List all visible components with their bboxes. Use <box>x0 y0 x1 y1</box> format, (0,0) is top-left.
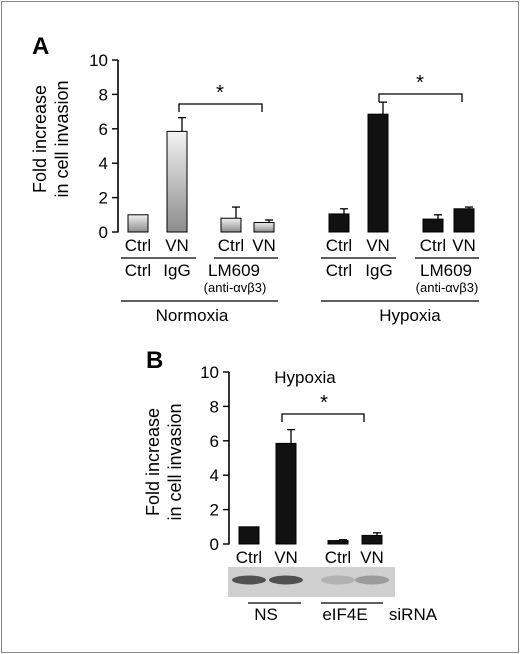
panel-a-category-label-7: Ctrl <box>420 236 446 255</box>
panel-a-condition-hypoxia: Hypoxia <box>379 306 441 325</box>
panel-a-y-tick-label-4: 8 <box>99 85 108 104</box>
panel-a-category-label-8: VN <box>452 236 476 255</box>
panel-a-bar-8 <box>453 208 475 233</box>
panel-b-y-tick-label-0: 0 <box>210 535 219 554</box>
panel-a-bar-5 <box>328 213 350 233</box>
panel-a-bar-1 <box>127 214 149 233</box>
panel-b-y-tick-label-5: 10 <box>200 363 219 382</box>
panel-a-y-tick-label-0: 0 <box>99 223 108 242</box>
blot-band-2 <box>269 575 303 585</box>
panel-b-bar-1 <box>238 526 260 545</box>
panel-a-bar-6 <box>367 113 389 233</box>
panel-b-category-label-1: Ctrl <box>236 548 262 567</box>
panel-b-category-label-3: Ctrl <box>325 548 351 567</box>
panel-a-category-label-3: Ctrl <box>218 236 244 255</box>
panel-a-category-label-6: VN <box>366 236 390 255</box>
panel-a-y-tick-label-1: 2 <box>99 189 108 208</box>
blot-band-1 <box>232 575 266 585</box>
panel-b-ylabel-line1: Fold increase <box>143 408 163 516</box>
panel-a-chart: 0 2 4 6 8 10 Ctrl VN Ctrl VN Ctrl VN Ctrl VN <box>89 51 476 255</box>
panel-a-treatment-3-sub: (anti-αvβ3) <box>204 280 267 295</box>
panel-a-significance-normoxia: * <box>216 82 224 104</box>
panel-a-category-label-5: Ctrl <box>326 236 352 255</box>
panel-a-significance-hypoxia: * <box>416 72 424 94</box>
panel-b-label: B <box>146 347 163 374</box>
panel-b-grouping-lines <box>248 413 383 604</box>
panel-b-y-tick-label-2: 4 <box>210 466 219 485</box>
panel-a-category-label-1: Ctrl <box>125 236 151 255</box>
panel-b-category-label-4: VN <box>360 548 384 567</box>
panel-b-significance: * <box>320 392 328 414</box>
panel-a-y-tick-label-2: 4 <box>99 154 108 173</box>
panel-b-bar-2 <box>275 442 297 545</box>
panel-a-category-label-4: VN <box>252 236 276 255</box>
panel-a-bar-4 <box>253 222 275 233</box>
blot-band-3 <box>321 575 355 585</box>
panel-a-category-label-2: VN <box>165 236 189 255</box>
panel-a-treatment-4: Ctrl <box>326 261 352 280</box>
panel-b-category-label-2: VN <box>274 548 298 567</box>
panel-a-grouping-lines <box>121 93 479 302</box>
panel-a-treatment-1: Ctrl <box>125 261 151 280</box>
panel-a-treatment-2: IgG <box>163 261 190 280</box>
panel-b-treatment-eif4e: eIF4E <box>322 605 367 624</box>
panel-a-condition-normoxia: Normoxia <box>156 306 229 325</box>
panel-b-treatment-suffix: siRNA <box>389 605 438 624</box>
panel-b-y-tick-label-3: 6 <box>210 432 219 451</box>
panel-a-ylabel-line1: Fold increase <box>30 85 50 193</box>
panel-b-title: Hypoxia <box>274 368 336 387</box>
panel-a-treatment-5: IgG <box>365 261 392 280</box>
panel-a-bar-3 <box>220 217 242 233</box>
panel-a-bar-7 <box>422 218 444 233</box>
panel-a-treatment-6: LM609 <box>420 261 472 280</box>
panel-b-y-tick-label-1: 2 <box>210 501 219 520</box>
panel-a-y-tick-label-3: 6 <box>99 120 108 139</box>
panel-a-bar-2 <box>166 130 188 233</box>
panel-b-bar-3 <box>327 540 349 545</box>
blot-band-4 <box>355 575 389 585</box>
panel-b-ylabel-line2: in cell invasion <box>165 403 185 520</box>
panel-b-chart: 0 2 4 6 8 10 Ctrl VN Ctrl VN <box>200 363 384 567</box>
panel-b-treatment-ns: NS <box>254 605 278 624</box>
panel-a-treatment-3: LM609 <box>208 261 260 280</box>
western-blot-bands <box>232 575 389 585</box>
panel-a-treatment-6-sub: (anti-αvβ3) <box>416 280 479 295</box>
panel-a-ylabel-line2: in cell invasion <box>52 80 72 197</box>
panel-a-label: A <box>32 33 49 60</box>
panel-a-y-tick-label-5: 10 <box>89 51 108 70</box>
panel-b-bar-4 <box>361 534 383 545</box>
panel-b-y-tick-label-4: 8 <box>210 397 219 416</box>
